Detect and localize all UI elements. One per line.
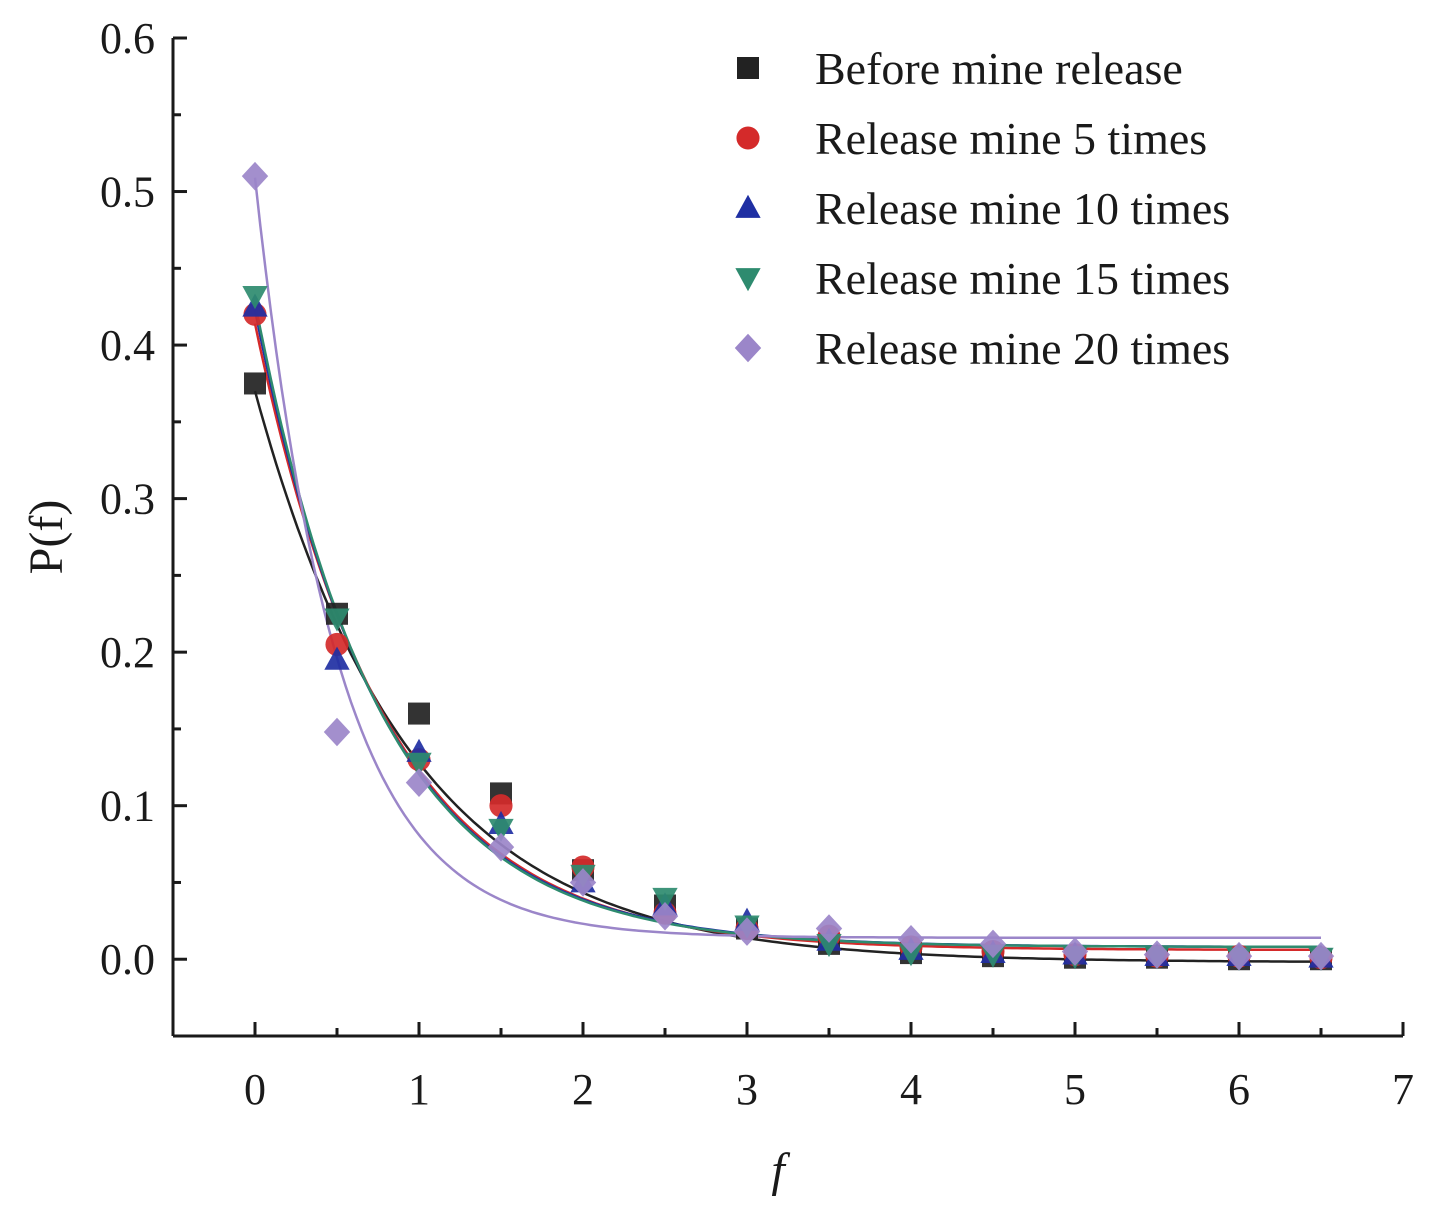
data-point <box>408 702 430 725</box>
x-axis-label: f <box>771 1144 790 1197</box>
y-tick-label: 0.1 <box>100 782 155 831</box>
x-tick-label: 6 <box>1228 1065 1250 1114</box>
y-tick-label: 0.3 <box>100 475 155 524</box>
legend-label: Before mine release <box>815 43 1183 94</box>
x-tick-label: 0 <box>244 1065 266 1114</box>
legend-marker <box>735 268 761 292</box>
data-point <box>816 933 842 958</box>
data-point <box>324 608 350 632</box>
data-point <box>406 752 432 776</box>
x-tick-label: 4 <box>900 1065 922 1114</box>
data-point <box>323 717 351 747</box>
data-point <box>244 372 266 395</box>
fit-curve <box>253 309 1321 949</box>
data-point <box>897 924 925 954</box>
x-tick-label: 1 <box>408 1065 430 1114</box>
data-point <box>569 868 597 897</box>
data-point <box>1143 940 1171 969</box>
data-point <box>241 161 269 191</box>
data-point <box>898 943 924 967</box>
axes: 0 1 2 3 4 5 6 7 0.0 0.1 0.2 0.3 0.4 0.5 0.6 <box>100 14 1414 1114</box>
fit-curve <box>253 323 1321 952</box>
fit-curve <box>253 390 1321 963</box>
data-point <box>1307 941 1335 971</box>
y-axis-label: P(f) <box>20 500 73 575</box>
data-point <box>1225 941 1253 971</box>
data-point <box>489 794 513 818</box>
data-point <box>242 286 268 310</box>
legend-label: Release mine 15 times <box>815 253 1230 304</box>
y-tick-label: 0.4 <box>100 321 155 370</box>
fit-curve <box>253 301 1321 949</box>
data-point <box>488 818 514 842</box>
y-tick-label: 0.6 <box>100 14 155 63</box>
legend-marker <box>736 126 760 150</box>
x-tick-label: 5 <box>1064 1065 1086 1114</box>
x-tick-label: 2 <box>572 1065 594 1114</box>
y-tick-label: 0.5 <box>100 168 155 217</box>
legend-marker <box>735 194 761 218</box>
y-tick-label: 0.2 <box>100 628 155 677</box>
legend-label: Release mine 5 times <box>815 113 1207 164</box>
data-point <box>487 832 515 862</box>
data-points <box>241 161 1335 971</box>
x-tick-label: 7 <box>1392 1065 1414 1114</box>
data-point <box>651 901 679 931</box>
data-point <box>405 768 433 797</box>
y-tick-label: 0.0 <box>100 935 155 984</box>
fit-curve <box>253 177 1321 939</box>
legend: Before mine release Release mine 5 times R… <box>734 43 1230 374</box>
legend-label: Release mine 20 times <box>815 323 1230 374</box>
data-point <box>733 917 761 946</box>
data-point <box>815 914 843 943</box>
fit-curves <box>253 177 1321 963</box>
legend-label: Release mine 10 times <box>815 183 1230 234</box>
data-point <box>324 646 350 670</box>
data-point <box>1061 937 1089 966</box>
data-point <box>979 929 1007 959</box>
data-point <box>652 887 678 912</box>
x-tick-label: 3 <box>736 1065 758 1114</box>
legend-marker <box>734 333 762 363</box>
data-point <box>325 632 349 657</box>
legend-marker <box>737 57 759 79</box>
